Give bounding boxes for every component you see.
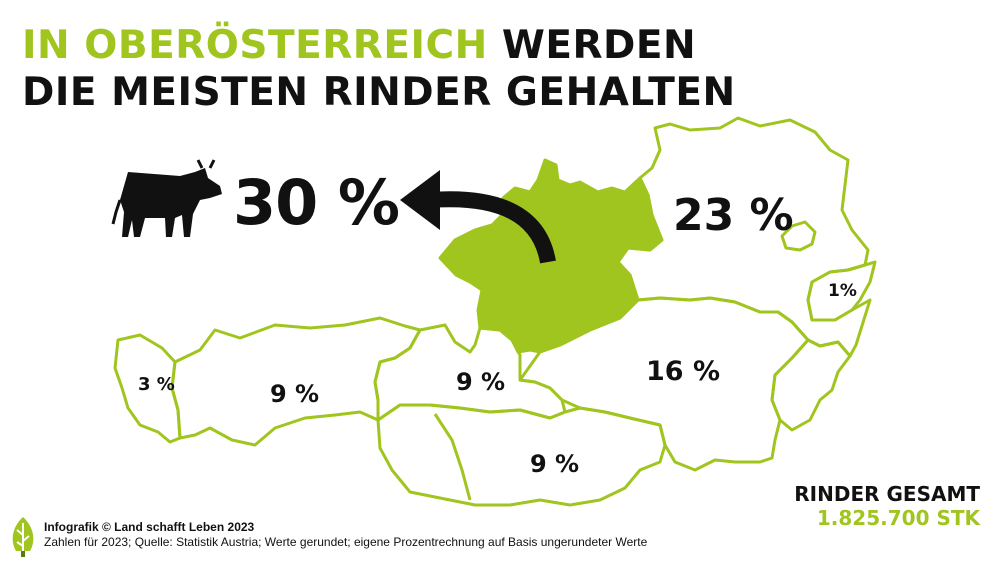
- region-burgenland: [770, 260, 877, 432]
- footer-source: Zahlen für 2023; Quelle: Statistik Austr…: [44, 535, 648, 549]
- title-highlight: IN OBERÖSTERREICH: [22, 23, 488, 68]
- value-tirol: 9 %: [270, 380, 319, 408]
- curved-arrow-icon: [400, 170, 556, 264]
- title-rest-line1: WERDEN: [487, 23, 697, 68]
- region-kaernten: [376, 403, 667, 507]
- region-vorarlberg: [113, 333, 182, 444]
- region-wien: [780, 220, 817, 252]
- region-tirol: [170, 316, 422, 447]
- total-value: 1.825.700 STK: [816, 506, 980, 530]
- value-wien: 1%: [828, 281, 857, 301]
- highlight-value: 30 %: [233, 166, 400, 239]
- leaf-logo-icon: [12, 517, 34, 557]
- page-title: IN OBERÖSTERREICH WERDEN DIE MEISTEN RIN…: [22, 22, 736, 116]
- footer: Infografik © Land schafft Leben 2023 Zah…: [44, 520, 647, 550]
- region-salzburg: [373, 323, 567, 422]
- value-kaernten: 9 %: [530, 450, 579, 478]
- title-line2: DIE MEISTEN RINDER GEHALTEN: [22, 70, 736, 115]
- value-vorarlberg: 3 %: [138, 374, 175, 395]
- footer-credit: Infografik © Land schafft Leben 2023: [44, 520, 255, 534]
- total-box: RINDER GESAMT 1.825.700 STK: [794, 482, 980, 530]
- value-niederoesterreich: 23 %: [673, 190, 794, 241]
- total-label: RINDER GESAMT: [794, 482, 980, 506]
- value-steiermark: 16 %: [646, 356, 720, 387]
- cow-icon: [111, 159, 222, 237]
- value-salzburg: 9 %: [456, 368, 505, 396]
